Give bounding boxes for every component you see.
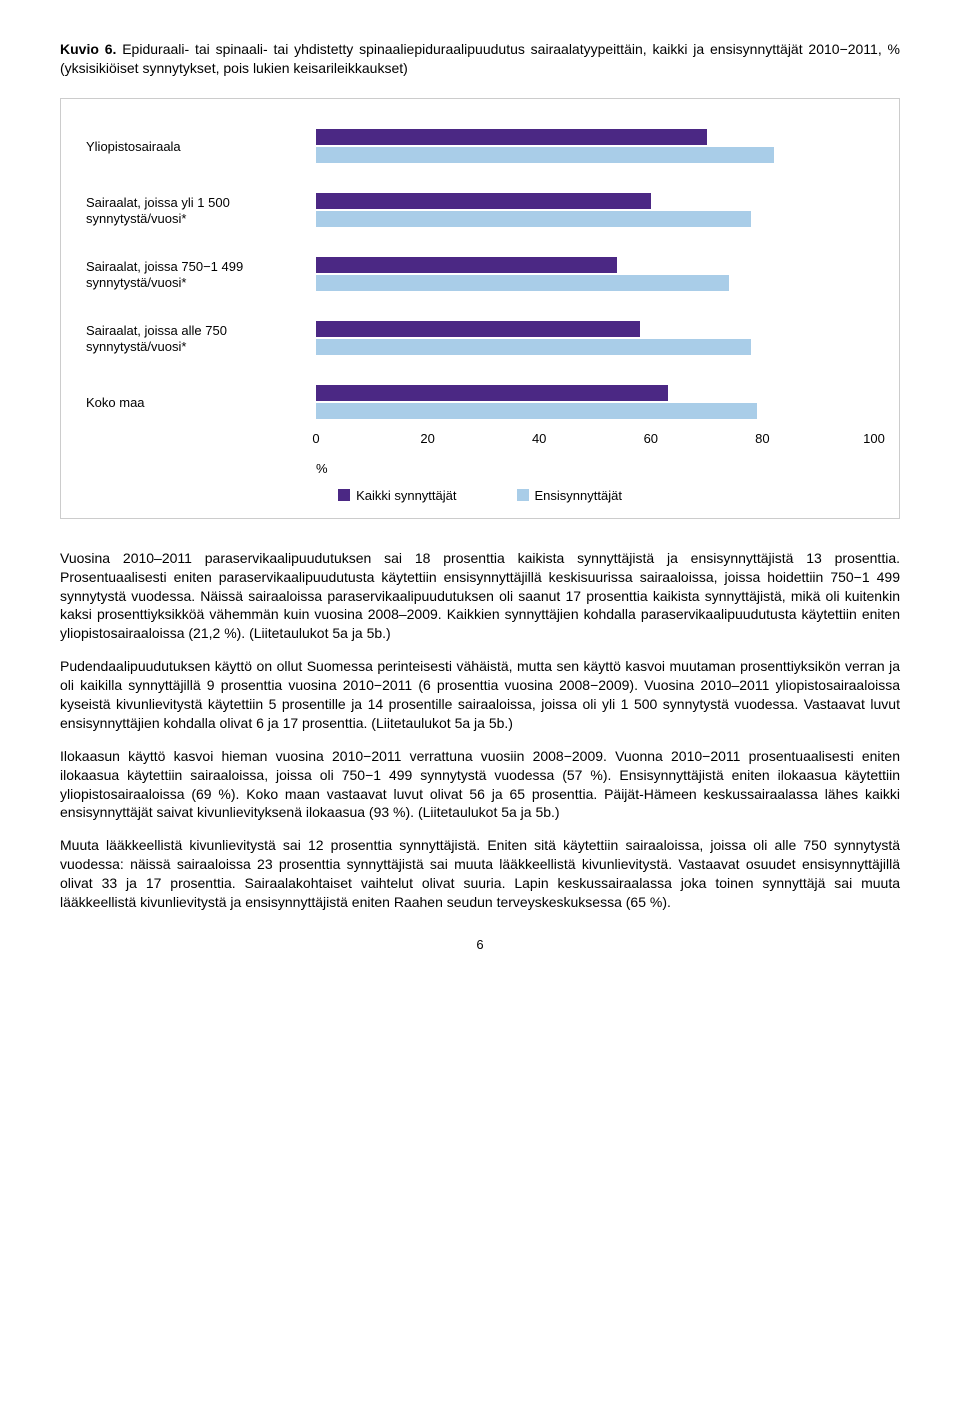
chart-bar — [316, 275, 729, 291]
figure-caption: Kuvio 6. Epiduraali- tai spinaali- tai y… — [60, 40, 900, 78]
chart-row-label: Sairaalat, joissa 750−1 499 synnytystä/v… — [86, 259, 316, 290]
chart-bar — [316, 129, 707, 145]
x-axis-tick: 60 — [644, 431, 658, 446]
chart-legend: Kaikki synnyttäjät Ensisynnyttäjät — [86, 488, 874, 503]
chart-bar — [316, 321, 640, 337]
chart-row: Koko maa — [86, 385, 874, 421]
chart-bar-area — [316, 385, 874, 421]
figure-caption-text: Epiduraali- tai spinaali- tai yhdistetty… — [60, 41, 900, 76]
chart-row-label: Sairaalat, joissa yli 1 500 synnytystä/v… — [86, 195, 316, 226]
x-axis-tick: 40 — [532, 431, 546, 446]
x-axis-tick: 0 — [312, 431, 319, 446]
chart-bar — [316, 339, 751, 355]
legend-swatch-icon — [517, 489, 529, 501]
chart-row: Sairaalat, joissa alle 750 synnytystä/vu… — [86, 321, 874, 357]
chart-bar — [316, 257, 617, 273]
paragraph: Muuta lääkkeellistä kivunlievitystä sai … — [60, 836, 900, 912]
chart-bar — [316, 403, 757, 419]
page-number: 6 — [60, 937, 900, 952]
paragraph: Vuosina 2010–2011 paraservikaalipuudutuk… — [60, 549, 900, 643]
chart-row: Sairaalat, joissa 750−1 499 synnytystä/v… — [86, 257, 874, 293]
figure-label: Kuvio 6. — [60, 41, 116, 57]
chart-row-label: Koko maa — [86, 395, 316, 411]
legend-swatch-icon — [338, 489, 350, 501]
x-axis-unit-row: % — [86, 459, 874, 476]
chart-row-label: Yliopistosairaala — [86, 139, 316, 155]
chart-bar — [316, 193, 651, 209]
chart-bar-area — [316, 193, 874, 229]
legend-item: Ensisynnyttäjät — [517, 488, 622, 503]
chart-bar-area — [316, 257, 874, 293]
chart-bar-area — [316, 129, 874, 165]
x-axis-unit: % — [316, 461, 328, 476]
legend-item: Kaikki synnyttäjät — [338, 488, 456, 503]
bar-chart: Yliopistosairaala Sairaalat, joissa yli 1… — [60, 98, 900, 519]
x-axis-tick: 100 — [863, 431, 885, 446]
document-page: Kuvio 6. Epiduraali- tai spinaali- tai y… — [0, 0, 960, 982]
chart-bar — [316, 385, 668, 401]
legend-label: Ensisynnyttäjät — [535, 488, 622, 503]
paragraph: Pudendaalipuudutuksen käyttö on ollut Su… — [60, 657, 900, 733]
paragraph: Ilokaasun käyttö kasvoi hieman vuosina 2… — [60, 747, 900, 823]
chart-bar — [316, 147, 774, 163]
chart-bar — [316, 211, 751, 227]
x-axis-tick: 80 — [755, 431, 769, 446]
chart-row: Yliopistosairaala — [86, 129, 874, 165]
legend-label: Kaikki synnyttäjät — [356, 488, 456, 503]
chart-row-label: Sairaalat, joissa alle 750 synnytystä/vu… — [86, 323, 316, 354]
x-axis-tick: 20 — [420, 431, 434, 446]
x-axis: 020406080100 — [86, 431, 874, 449]
chart-bar-area — [316, 321, 874, 357]
chart-row: Sairaalat, joissa yli 1 500 synnytystä/v… — [86, 193, 874, 229]
body-text: Vuosina 2010–2011 paraservikaalipuudutuk… — [60, 549, 900, 912]
